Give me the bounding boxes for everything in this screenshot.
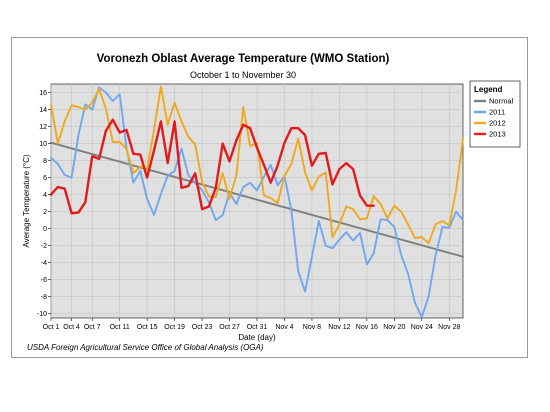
y-tick-label: 4	[43, 192, 47, 199]
y-tick-label: -4	[41, 260, 47, 267]
x-tick-label: Nov 12	[328, 324, 350, 331]
y-axis-ticks: 16 14 12 10 8 6 4 2 0 -2 -4 -6 -8 -10	[37, 90, 51, 318]
x-tick-label: Oct 11	[110, 324, 130, 331]
legend-label: 2012	[489, 119, 506, 128]
x-tick-label: Oct 7	[84, 324, 101, 331]
x-tick-label: Oct 31	[247, 324, 268, 331]
x-axis-ticks: Oct 1 Oct 4 Oct 7 Oct 11 Oct 15 Oct 19 Oct 23 O…	[43, 318, 460, 331]
x-tick-label: Oct 23	[192, 324, 213, 331]
series-line-2013	[49, 118, 375, 215]
x-tick-label: Nov 28	[438, 324, 460, 331]
legend-label: Normal	[489, 97, 514, 106]
y-tick-label: 16	[39, 90, 47, 97]
y-tick-label: 10	[39, 141, 47, 148]
series-line-normal	[50, 141, 464, 258]
source-note: USDA Foreign Agricultural Service Office…	[27, 343, 264, 352]
chart-title: Voronezh Oblast Average Temperature (WMO…	[97, 53, 390, 65]
legend-title: Legend	[474, 85, 503, 94]
y-tick-label: -8	[41, 294, 47, 301]
y-tick-label: -10	[37, 311, 47, 318]
y-tick-label: 2	[43, 209, 47, 216]
x-tick-label: Oct 27	[219, 324, 240, 331]
x-tick-label: Oct 4	[63, 324, 80, 331]
x-tick-label: Nov 24	[411, 324, 433, 331]
series-line-2012	[50, 85, 464, 245]
x-tick-label: Nov 20	[383, 324, 405, 331]
legend-label: 2011	[489, 108, 505, 117]
x-tick-label: Oct 15	[137, 324, 158, 331]
series-line-2011	[50, 86, 464, 319]
series-group	[49, 85, 464, 319]
legend: Legend Normal 2011 2012 2013	[469, 80, 521, 148]
x-tick-label: Nov 4	[275, 324, 293, 331]
y-tick-label: -2	[41, 243, 47, 250]
x-tick-label: Oct 19	[164, 324, 185, 331]
y-tick-label: 0	[43, 226, 47, 233]
x-tick-label: Nov 8	[303, 324, 321, 331]
x-tick-label: Nov 16	[356, 324, 378, 331]
chart-subtitle: October 1 to November 30	[190, 70, 296, 80]
y-tick-label: 14	[39, 107, 47, 114]
y-tick-label: 12	[39, 124, 47, 131]
legend-box	[469, 80, 521, 148]
legend-label: 2013	[489, 130, 506, 139]
y-tick-label: 8	[43, 158, 47, 165]
x-tick-label: Oct 1	[43, 324, 60, 331]
x-axis-label: Date (day)	[238, 333, 276, 342]
y-axis-label: Average Temperature (°C)	[22, 154, 31, 248]
y-tick-label: -6	[41, 277, 47, 284]
y-tick-label: 6	[43, 175, 47, 182]
